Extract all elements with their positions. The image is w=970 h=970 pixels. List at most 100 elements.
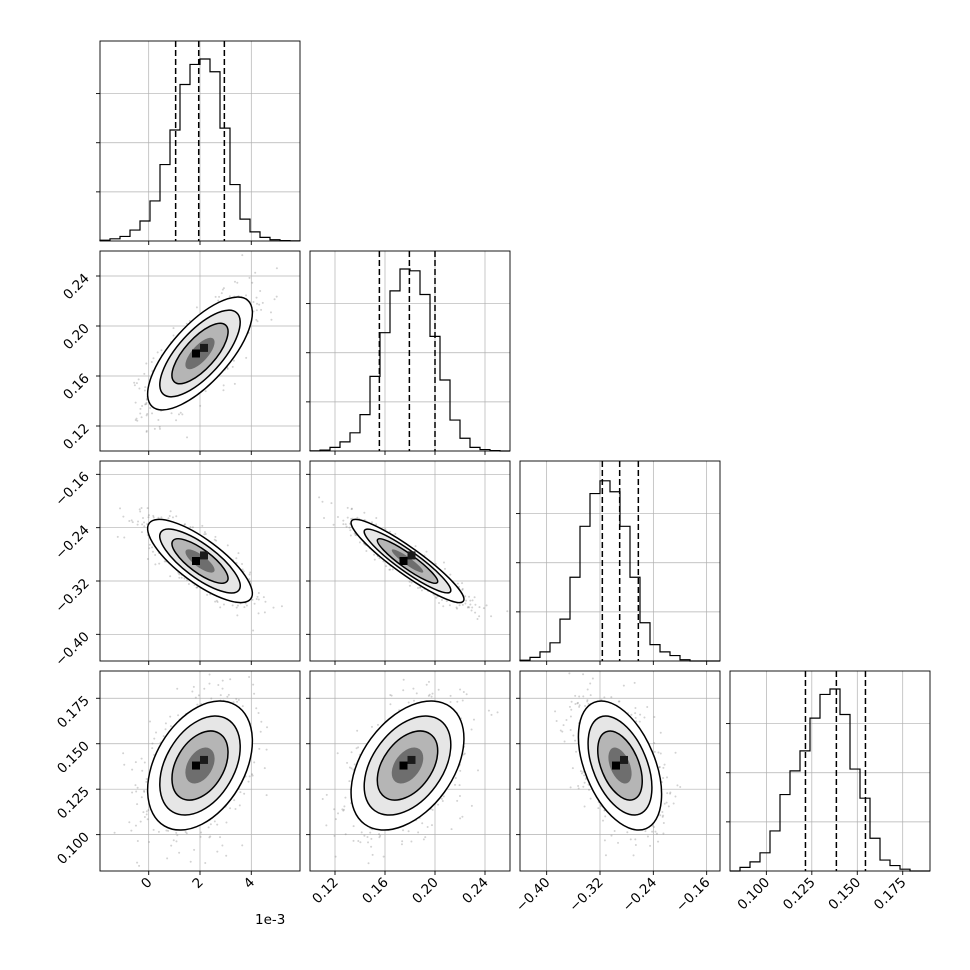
pair-2-1-point [466, 606, 469, 609]
pair-2-0-point [215, 539, 218, 542]
pair-1-0-point [133, 381, 136, 384]
pair-3-0-point [175, 831, 178, 834]
pair-2-0-point [222, 603, 225, 606]
pair-1-0-point [145, 403, 148, 406]
pair-3-1-point [442, 795, 445, 798]
pair-2-1-point [408, 584, 411, 587]
pair-1-0-point [138, 387, 141, 390]
pair-3-1-point [465, 693, 468, 696]
pair-1-0-point [137, 378, 140, 381]
pair-3-1-point [462, 691, 465, 694]
pair-1-0-point [222, 389, 225, 392]
pair-3-2-point [669, 792, 672, 795]
pair-3-0-point [157, 830, 160, 833]
pair-3-2-point [653, 750, 656, 753]
pair-2-1-group [310, 461, 510, 661]
pair-3-1-point [490, 713, 493, 716]
pair-3-2-point [662, 814, 665, 817]
pair-2-0-point [195, 586, 198, 589]
pair-3-0-point [196, 703, 199, 706]
pair-3-0-point [259, 730, 262, 733]
pair-2-0-point [189, 526, 192, 529]
pair-3-2-point [584, 704, 587, 707]
pair-3-1-point [357, 746, 360, 749]
pair-3-2-point [662, 766, 665, 769]
pair-2-1-point [474, 611, 477, 614]
pair-3-0-point [145, 780, 148, 783]
pair-3-1-point [496, 711, 499, 714]
pair-3-1-point [470, 728, 473, 731]
pair-2-0-point [169, 510, 172, 513]
hist-3-steps [730, 688, 930, 872]
pair-3-1-point [378, 836, 381, 839]
pair-3-0-point [219, 836, 222, 839]
pair-3-0-point [221, 679, 224, 682]
pair-2-1-point [388, 568, 391, 571]
pair-3-2-point [646, 705, 649, 708]
pair-3-1-point [476, 769, 479, 772]
pair-3-1-point [334, 818, 337, 821]
pair-3-1-point [350, 767, 353, 770]
pair-3-1-point [402, 689, 405, 692]
pair-2-1-point [414, 545, 417, 548]
pair-3-1-point [359, 841, 362, 844]
pair-3-1-point [400, 843, 403, 846]
pair-1-0-point [134, 418, 137, 421]
pair-3-0-point [143, 789, 146, 792]
pair-3-0-point [241, 844, 244, 847]
pair-3-0-point [247, 780, 250, 783]
pair-1-0-point [145, 429, 148, 432]
pair-2-0-point [256, 595, 259, 598]
pair-2-1-point [323, 517, 326, 520]
pair-3-0-point [216, 850, 219, 853]
pair-3-0-point [203, 687, 206, 690]
pair-3-0-point [236, 700, 239, 703]
pair-3-1-point [407, 701, 410, 704]
pair-2-0-point [235, 557, 238, 560]
pair-3-1-core-b [407, 755, 416, 764]
pair-2-1-point [342, 519, 345, 522]
pair-2-0-point [140, 531, 143, 534]
pair-2-0-point [191, 526, 194, 529]
pair-2-0-point [204, 533, 207, 536]
pair-3-0-point [147, 809, 150, 812]
pair-3-0-point [148, 720, 151, 723]
pair-3-0-point [229, 678, 232, 681]
pair-3-1-point [367, 862, 370, 865]
pair-2-1-point [353, 532, 356, 535]
pair-3-0-point [248, 775, 251, 778]
pair-2-1-core-b [407, 551, 416, 560]
pair-2-0-point [257, 612, 260, 615]
pair-1-0-point [145, 362, 148, 365]
pair-3-1-point [382, 855, 385, 858]
pair-2-1-point [370, 521, 373, 524]
pair-3-1-point [325, 824, 328, 827]
pair-2-1-point [458, 604, 461, 607]
pair-2-0-point [131, 521, 134, 524]
pair-3-0-point [162, 735, 165, 738]
pair-2-1-point [375, 523, 378, 526]
pair-3-2-point [555, 719, 558, 722]
pair-3-0-point [151, 742, 154, 745]
pair-2-0-point [136, 523, 139, 526]
pair-3-1-point [389, 694, 392, 697]
pair-2-1-point [464, 602, 467, 605]
pair-3-1-point [342, 809, 345, 812]
pair-3-1-point [344, 833, 347, 836]
pair-2-0-point [236, 604, 239, 607]
pair-3-0-point [131, 768, 134, 771]
panel-frame-2-0 [99, 460, 301, 662]
pair-2-1-point [354, 533, 357, 536]
pair-2-0-point [119, 507, 122, 510]
pair-2-0-point [147, 514, 150, 517]
pair-1-0-point [139, 407, 142, 410]
pair-3-1-point [461, 815, 464, 818]
pair-3-2-point [661, 810, 664, 813]
pair-3-1-point [352, 839, 355, 842]
panel-frame-3-3 [729, 670, 931, 872]
pair-3-0-core-b [200, 755, 208, 764]
pair-3-1-point [422, 838, 425, 841]
pair-2-1-point [332, 523, 335, 526]
pair-2-0-point [116, 535, 119, 538]
